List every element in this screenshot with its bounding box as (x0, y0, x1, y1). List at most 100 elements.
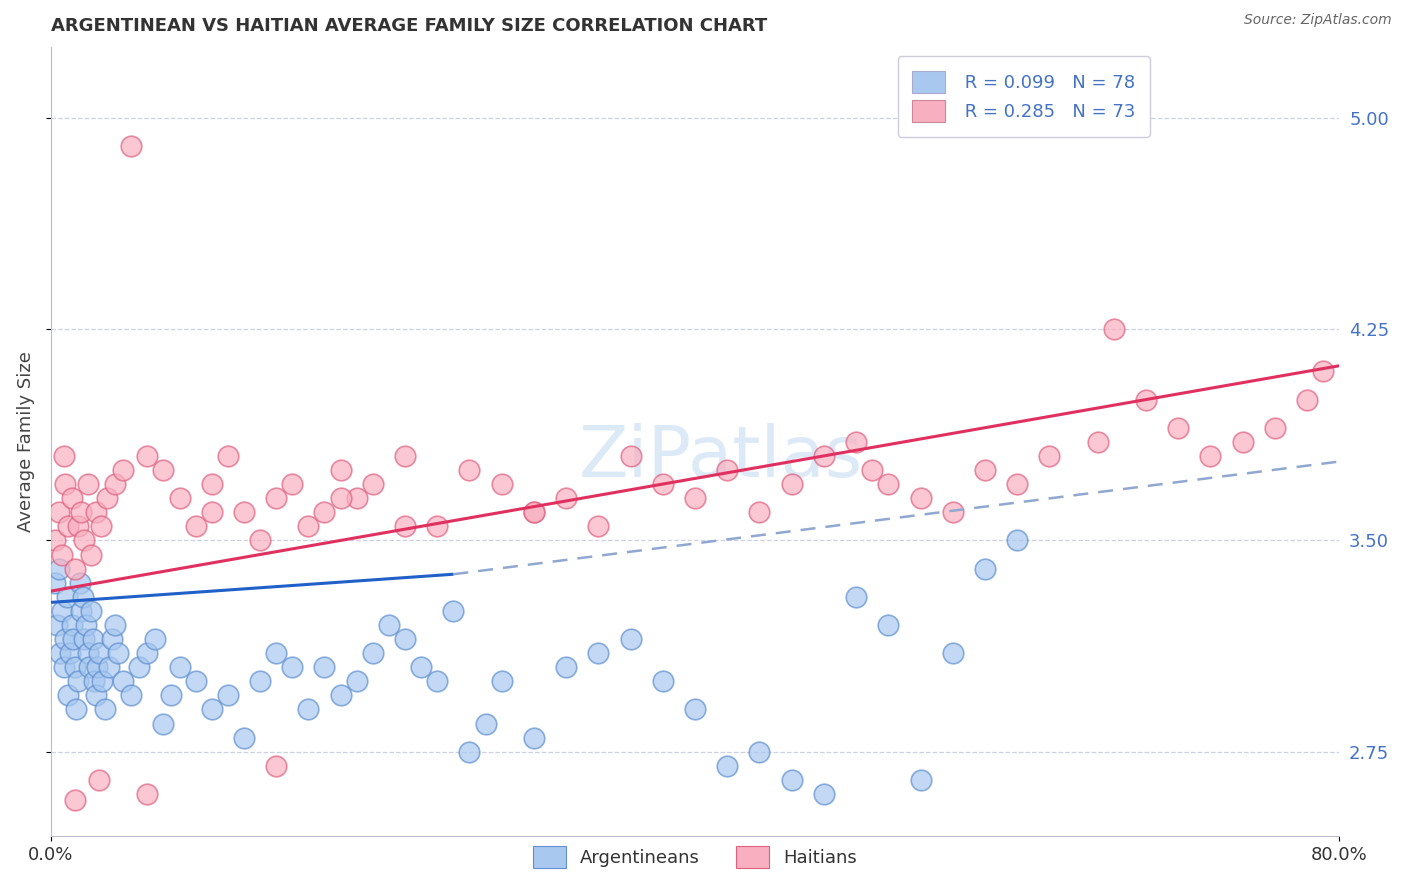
Point (426, 519, 449, 533)
Point (104, 477, 127, 491)
Point (44, 575, 66, 590)
Point (217, 449, 239, 463)
Point (96, 491, 118, 505)
Point (1312, 364, 1334, 378)
Point (83, 674, 105, 689)
Point (184, 674, 207, 689)
Point (80, 548, 103, 562)
Point (60, 618, 83, 632)
Point (748, 505, 770, 519)
Point (441, 604, 464, 618)
Point (143, 632, 166, 646)
Point (73, 533, 96, 548)
Point (66, 674, 89, 689)
Point (249, 674, 271, 689)
Point (845, 434, 868, 449)
Point (813, 449, 835, 463)
Point (84, 505, 107, 519)
Point (136, 787, 159, 801)
Point (1005, 477, 1028, 491)
Point (361, 646, 384, 660)
Point (87, 646, 110, 660)
Point (120, 139, 142, 153)
Point (394, 519, 416, 533)
Point (76, 646, 98, 660)
Point (314, 660, 336, 674)
Point (1199, 449, 1222, 463)
Point (86, 660, 108, 674)
Point (87, 772, 110, 787)
Point (264, 646, 287, 660)
Y-axis label: Average Family Size: Average Family Size (17, 351, 35, 533)
Point (458, 745, 481, 759)
Point (619, 632, 641, 646)
Point (264, 759, 287, 773)
Point (249, 533, 271, 548)
Point (910, 491, 932, 505)
Point (974, 561, 997, 575)
Point (780, 477, 803, 491)
Point (53, 632, 76, 646)
Point (73, 632, 96, 646)
Point (51, 548, 73, 562)
Point (60, 491, 83, 505)
Point (329, 491, 352, 505)
Point (361, 477, 384, 491)
Point (1102, 322, 1125, 336)
Point (75, 618, 97, 632)
Point (555, 491, 578, 505)
Point (94, 702, 117, 716)
Point (104, 618, 127, 632)
Point (651, 674, 673, 689)
Point (845, 590, 868, 604)
Point (860, 463, 883, 477)
Point (1005, 533, 1028, 548)
Point (82, 632, 104, 646)
Point (1232, 434, 1254, 449)
Point (297, 702, 319, 716)
Point (233, 505, 256, 519)
Point (748, 745, 770, 759)
Point (458, 463, 481, 477)
Point (588, 646, 610, 660)
Point (70, 604, 93, 618)
Point (63, 561, 86, 575)
Point (69, 575, 91, 590)
Point (48, 561, 70, 575)
Point (63, 792, 86, 806)
Point (877, 618, 900, 632)
Point (70, 505, 93, 519)
Point (523, 505, 546, 519)
Point (942, 646, 965, 660)
Point (523, 731, 546, 745)
Point (136, 646, 159, 660)
Point (152, 463, 174, 477)
Point (281, 660, 304, 674)
Point (136, 449, 159, 463)
Point (80, 604, 103, 618)
Point (329, 689, 352, 703)
Point (51, 604, 73, 618)
Point (716, 463, 738, 477)
Point (716, 759, 738, 773)
Point (152, 716, 174, 731)
Legend: Argentineans, Haitians: Argentineans, Haitians (519, 831, 872, 882)
Point (314, 505, 336, 519)
Point (346, 674, 368, 689)
Point (46, 618, 69, 632)
Text: Source: ZipAtlas.com: Source: ZipAtlas.com (1244, 13, 1392, 28)
Point (974, 463, 997, 477)
Point (72, 590, 94, 604)
Point (49, 646, 72, 660)
Point (128, 660, 150, 674)
Point (79, 660, 101, 674)
Point (378, 618, 401, 632)
Point (910, 772, 932, 787)
Point (53, 477, 76, 491)
Point (780, 772, 803, 787)
Point (59, 646, 82, 660)
Point (112, 463, 135, 477)
Point (160, 689, 183, 703)
Point (97, 660, 120, 674)
Point (264, 491, 287, 505)
